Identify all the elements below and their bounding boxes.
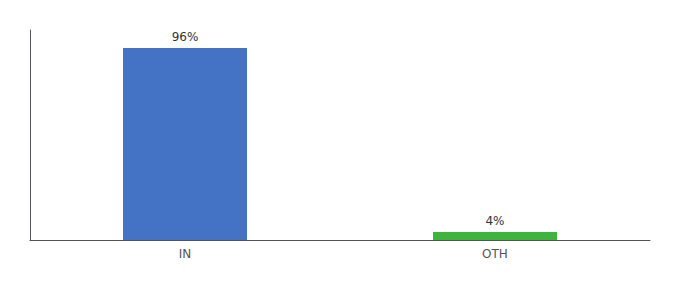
svg-text:96%: 96% xyxy=(172,30,199,44)
svg-text:4%: 4% xyxy=(485,214,504,228)
svg-text:OTH: OTH xyxy=(482,247,508,261)
svg-text:IN: IN xyxy=(179,247,192,261)
